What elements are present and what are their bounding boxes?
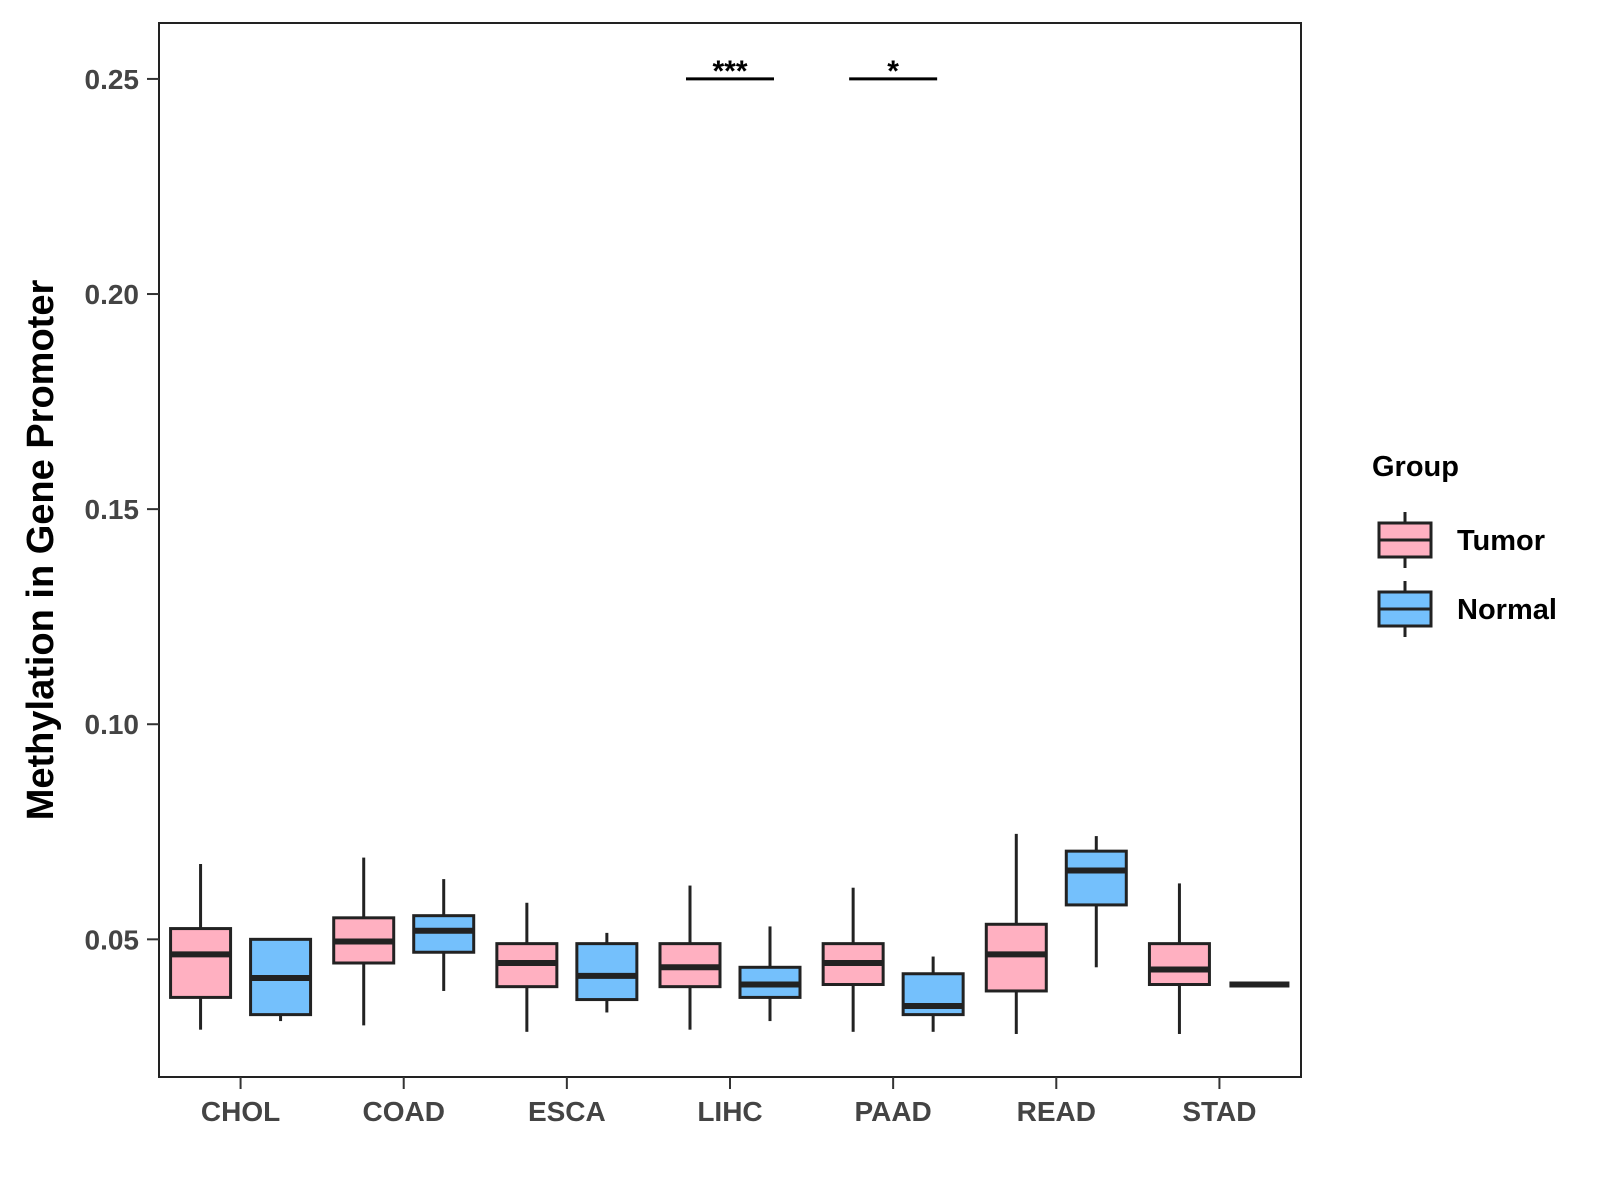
x-tick-label: READ bbox=[1017, 1096, 1096, 1127]
y-tick-label: 0.20 bbox=[85, 279, 140, 310]
legend: Group Tumor Normal bbox=[1372, 451, 1557, 637]
y-axis-title: Methylation in Gene Promoter bbox=[20, 280, 62, 821]
box-normal-paad bbox=[901, 956, 965, 1032]
legend-title: Group bbox=[1372, 451, 1459, 483]
y-tick-label: 0.10 bbox=[85, 709, 140, 740]
box-tumor-paad bbox=[821, 887, 885, 1032]
x-tick-label: ESCA bbox=[528, 1096, 606, 1127]
box-body bbox=[1147, 942, 1211, 987]
box-body bbox=[575, 942, 639, 1002]
y-tick-label: 0.05 bbox=[85, 924, 140, 955]
significance-label: * bbox=[887, 55, 899, 88]
box-body bbox=[1064, 849, 1128, 907]
axes: 0.05 0.10 0.15 0.20 0.25 CHOL COAD ESCA LIHC PAAD… bbox=[20, 22, 1302, 1127]
legend-label-tumor: Tumor bbox=[1457, 525, 1545, 557]
y-tick-label: 0.25 bbox=[85, 64, 140, 95]
y-tick-label: 0.15 bbox=[85, 494, 140, 525]
box-normal-coad bbox=[412, 879, 476, 991]
box-tumor-chol bbox=[169, 864, 233, 1030]
box-normal-chol bbox=[249, 937, 313, 1022]
box-body bbox=[412, 914, 476, 954]
x-tick-label: LIHC bbox=[697, 1096, 762, 1127]
legend-label-normal: Normal bbox=[1457, 594, 1557, 626]
significance-label: *** bbox=[712, 55, 747, 88]
box-body bbox=[169, 927, 233, 999]
x-tick-label: COAD bbox=[362, 1096, 444, 1127]
box-normal-lihc bbox=[738, 926, 802, 1022]
box-tumor-lihc bbox=[658, 885, 722, 1030]
panel-border bbox=[158, 22, 1302, 1078]
box-normal-read bbox=[1064, 836, 1128, 968]
x-tick-label: PAAD bbox=[855, 1096, 932, 1127]
x-tick-label: CHOL bbox=[201, 1096, 280, 1127]
box-body bbox=[984, 922, 1048, 993]
legend-key-normal bbox=[1377, 581, 1433, 637]
legend-key-tumor bbox=[1377, 512, 1433, 568]
box-tumor-stad bbox=[1147, 883, 1211, 1034]
box-normal-esca bbox=[575, 932, 639, 1013]
box-tumor-read bbox=[984, 833, 1048, 1034]
box-tumor-esca bbox=[495, 902, 559, 1032]
x-tick-label: STAD bbox=[1182, 1096, 1256, 1127]
box-tumor-coad bbox=[332, 857, 396, 1026]
plot-area: *** * bbox=[169, 55, 1290, 1034]
